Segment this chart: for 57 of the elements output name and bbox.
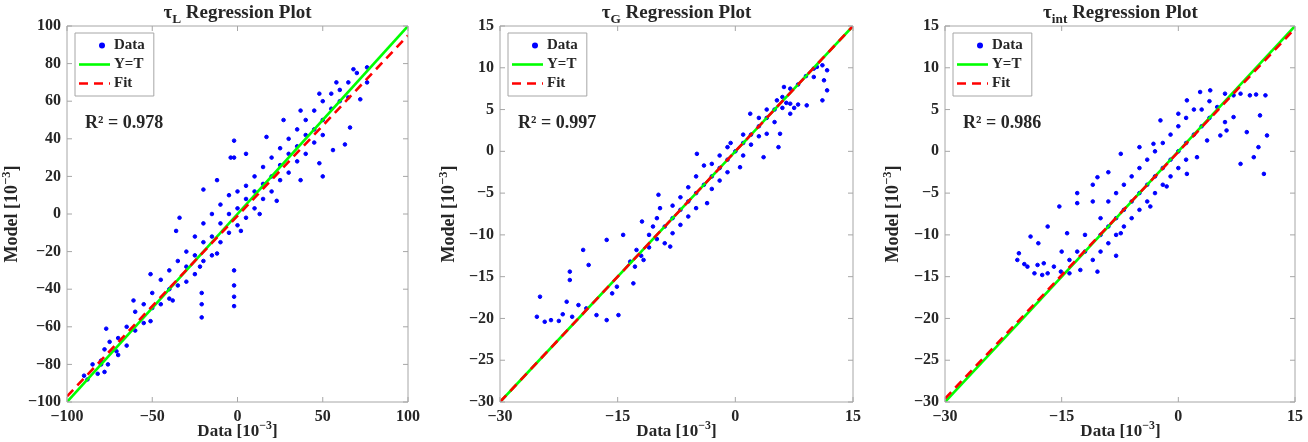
y-tick-label: 10: [478, 57, 494, 75]
legend-label: Y=T: [992, 55, 1022, 72]
y-tick-label: −15: [913, 266, 939, 284]
y-tick-label: 60: [45, 91, 61, 109]
legend-label: Data: [547, 36, 579, 53]
legend-label: Data: [114, 36, 146, 53]
x-tick-label: 15: [1287, 406, 1303, 424]
legend-label: Data: [992, 36, 1024, 53]
x-tick-label: 100: [396, 406, 420, 424]
y-tick-label: −10: [913, 225, 939, 243]
y-tick-label: −10: [468, 225, 494, 243]
y-tick-label: −40: [35, 279, 61, 297]
y-tick-label: 0: [53, 204, 61, 222]
y-tick-label: 100: [37, 16, 61, 34]
y-tick-label: 5: [486, 99, 494, 117]
x-tick-label: 50: [314, 406, 331, 424]
annotation: R² = 0.997: [518, 111, 597, 132]
y-tick-label: −15: [468, 266, 494, 284]
x-tick-label: −15: [1049, 406, 1075, 424]
y-tick-label: −80: [35, 354, 61, 372]
y-tick-label: −100: [27, 392, 61, 410]
y-tick-label: 0: [931, 141, 939, 159]
x-axis-title: Data [10$^{−3}$]: [636, 418, 717, 440]
y-tick-label: 80: [45, 53, 61, 71]
y-tick-label: 15: [478, 16, 494, 34]
y-tick-label: 0: [486, 141, 494, 159]
y-tick-label: 5: [931, 99, 939, 117]
y-tick-label: −60: [35, 316, 61, 334]
x-tick-label: 0: [1174, 406, 1183, 424]
y-tick-label: −5: [476, 183, 494, 201]
legend-label: Fit: [547, 74, 566, 91]
y-tick-label: 40: [45, 128, 61, 146]
legend-label: Y=T: [114, 55, 144, 72]
y-tick-label: 10: [923, 57, 939, 75]
legend-label: Fit: [114, 74, 133, 91]
chart-title: τ$_{G}$ Regression Plot: [600, 1, 753, 26]
y-tick-label: −20: [35, 241, 61, 259]
legend-label: Fit: [992, 74, 1011, 91]
annotation: R² = 0.978: [85, 111, 164, 132]
chart-title: τ$_{L}$ Regression Plot: [162, 1, 313, 26]
y-tick-label: −5: [921, 183, 939, 201]
annotation: R² = 0.986: [963, 111, 1042, 132]
x-axis-title: Data [10$^{−3}$]: [1080, 418, 1161, 440]
x-tick-label: 15: [845, 406, 861, 424]
y-tick-label: −20: [913, 308, 939, 326]
y-tick-label: −25: [913, 350, 939, 368]
legend-label: Y=T: [547, 55, 577, 72]
y-tick-label: −20: [468, 308, 494, 326]
y-tick-label: −30: [913, 392, 939, 410]
y-tick-label: −25: [468, 350, 494, 368]
y-tick-label: 15: [923, 16, 939, 34]
x-tick-label: −15: [605, 406, 631, 424]
chart-title: τ$_{int}$ Regression Plot: [1042, 1, 1199, 26]
y-tick-label: −30: [468, 392, 494, 410]
x-tick-label: 0: [731, 406, 740, 424]
x-tick-label: −50: [139, 406, 165, 424]
y-tick-label: 20: [45, 166, 61, 184]
